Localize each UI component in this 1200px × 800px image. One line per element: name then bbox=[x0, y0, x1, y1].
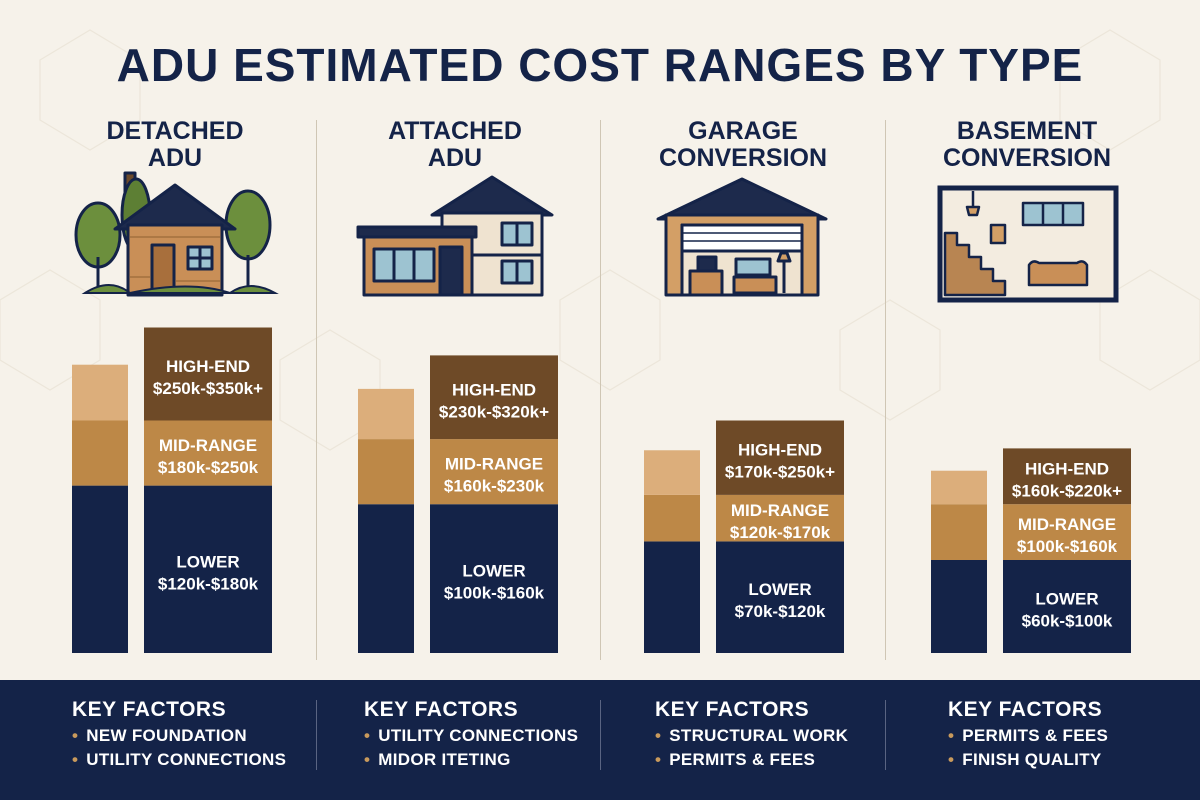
bar-range-label: $180k-$250k bbox=[158, 458, 259, 477]
bar-segment-mid-range bbox=[144, 420, 272, 486]
bar-segment-lower bbox=[430, 504, 558, 653]
slim-bar-top bbox=[931, 470, 987, 505]
bar-tier-label: MID-RANGE bbox=[445, 455, 543, 474]
bar-tier-label: LOWER bbox=[176, 552, 239, 571]
column-title-detached: DETACHED ADU bbox=[106, 117, 244, 172]
bar-segment-high-end bbox=[144, 327, 272, 421]
bar-tier-label: MID-RANGE bbox=[1018, 515, 1116, 534]
bar-range-label: $250k-$350k+ bbox=[153, 379, 263, 398]
bar-segment-high-end bbox=[430, 355, 558, 440]
key-factor-item: • NEW FOUNDATION bbox=[72, 726, 247, 745]
key-factors-title: KEY FACTORS bbox=[72, 698, 227, 721]
bar-segment-mid-range bbox=[1003, 504, 1131, 560]
bar-tier-label: HIGH-END bbox=[738, 441, 822, 460]
key-factor-item: • UTILITY CONNECTIONS bbox=[364, 726, 579, 745]
slim-bar-top bbox=[644, 450, 700, 495]
page-title: ADU ESTIMATED COST RANGES BY TYPE bbox=[116, 39, 1084, 91]
key-factors-title: KEY FACTORS bbox=[655, 698, 810, 721]
key-factors-garage: KEY FACTORS • STRUCTURAL WORK • PERMITS & … bbox=[655, 698, 945, 770]
key-factors-attached: KEY FACTORS • UTILITY CONNECTIONS • MIDOR … bbox=[364, 698, 654, 770]
key-factors-divider bbox=[885, 700, 886, 770]
basement-icon bbox=[937, 185, 1119, 303]
slim-bar-mid bbox=[931, 504, 987, 560]
bar-range-label: $120k-$180k bbox=[158, 574, 259, 593]
key-factor-item: • MIDOR ITETING bbox=[364, 750, 511, 769]
key-factors-divider bbox=[600, 700, 601, 770]
column-divider bbox=[316, 120, 317, 660]
key-factors-detached: KEY FACTORS • NEW FOUNDATION • UTILITY CON… bbox=[72, 698, 362, 770]
bar-range-label: $120k-$170k bbox=[730, 523, 831, 542]
column-title-attached: ATTACHED ADU bbox=[388, 117, 522, 172]
column-title-garage: GARAGE CONVERSION bbox=[658, 117, 828, 172]
bar-tier-label: LOWER bbox=[1035, 590, 1098, 609]
key-factors-divider bbox=[316, 700, 317, 770]
key-factor-item: • STRUCTURAL WORK bbox=[655, 726, 849, 745]
slim-bar-lower bbox=[931, 560, 987, 653]
key-factors-title: KEY FACTORS bbox=[364, 698, 519, 721]
key-factors-title: KEY FACTORS bbox=[948, 698, 1103, 721]
slim-bar-mid bbox=[72, 420, 128, 486]
bar-range-label: $70k-$120k bbox=[735, 602, 826, 621]
slim-bar-lower bbox=[72, 485, 128, 653]
bar-segment-high-end bbox=[716, 420, 844, 495]
bar-range-label: $60k-$100k bbox=[1022, 612, 1113, 631]
slim-bar-mid bbox=[358, 439, 414, 505]
bar-range-label: $160k-$220k+ bbox=[1012, 481, 1122, 500]
column-title-basement: BASEMENT CONVERSION bbox=[942, 117, 1112, 172]
bar-segment-lower bbox=[716, 541, 844, 653]
column-divider bbox=[885, 120, 886, 660]
bar-tier-label: MID-RANGE bbox=[731, 501, 829, 520]
bar-segment-mid-range bbox=[716, 494, 844, 542]
bar-range-label: $100k-$160k bbox=[444, 584, 545, 603]
bar-range-label: $100k-$160k bbox=[1017, 537, 1118, 556]
bar-segment-high-end bbox=[1003, 448, 1131, 505]
column-divider bbox=[600, 120, 601, 660]
bar-segment-mid-range bbox=[430, 439, 558, 505]
garage-icon bbox=[656, 177, 828, 297]
bar-segment-lower bbox=[144, 485, 272, 653]
key-factors-basement: KEY FACTORS • PERMITS & FEES • FINISH QUAL… bbox=[948, 698, 1200, 770]
slim-bar-lower bbox=[358, 504, 414, 653]
attached-house-icon bbox=[356, 175, 554, 297]
bar-range-label: $230k-$320k+ bbox=[439, 402, 549, 421]
key-factor-item: • PERMITS & FEES bbox=[948, 726, 1109, 745]
slim-bar-mid bbox=[644, 494, 700, 542]
bar-segment-lower bbox=[1003, 560, 1131, 653]
bar-range-label: $160k-$230k bbox=[444, 477, 545, 496]
bar-tier-label: HIGH-END bbox=[452, 380, 536, 399]
key-factor-item: • UTILITY CONNECTIONS bbox=[72, 750, 287, 769]
slim-bar-top bbox=[72, 364, 128, 421]
key-factor-item: • PERMITS & FEES bbox=[655, 750, 816, 769]
bar-tier-label: LOWER bbox=[462, 562, 525, 581]
bar-tier-label: LOWER bbox=[748, 580, 811, 599]
key-factor-item: • FINISH QUALITY bbox=[948, 750, 1102, 769]
slim-bar-top bbox=[358, 388, 414, 440]
bar-tier-label: HIGH-END bbox=[1025, 459, 1109, 478]
bar-tier-label: MID-RANGE bbox=[159, 436, 257, 455]
bar-tier-label: HIGH-END bbox=[166, 357, 250, 376]
slim-bar-lower bbox=[644, 541, 700, 653]
detached-house-icon bbox=[74, 171, 279, 297]
bar-range-label: $170k-$250k+ bbox=[725, 463, 835, 482]
